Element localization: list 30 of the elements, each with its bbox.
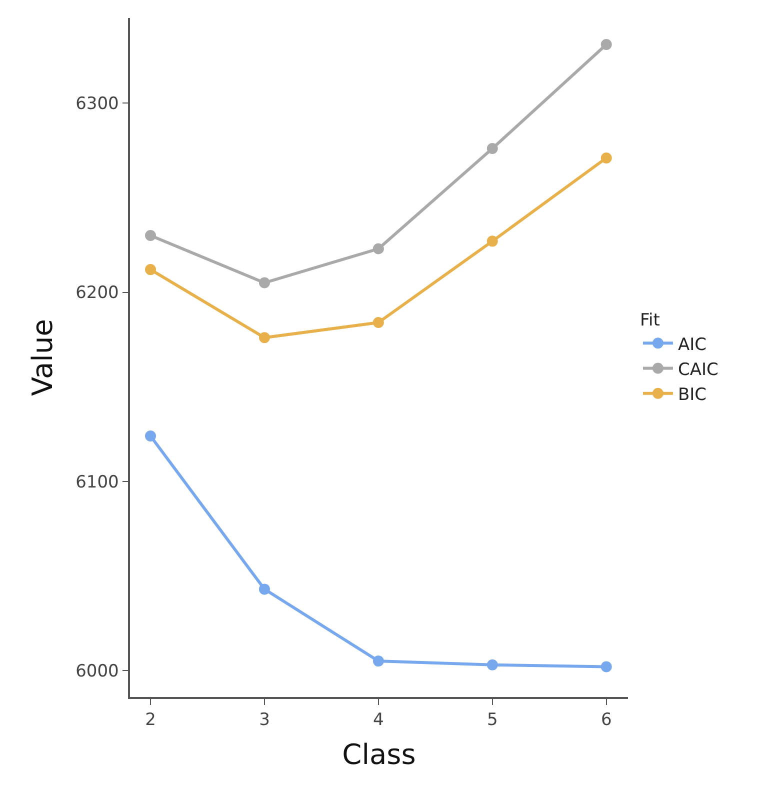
legend-title: Fit — [640, 310, 660, 331]
point — [145, 264, 156, 276]
point — [145, 430, 156, 442]
point — [258, 584, 270, 595]
point — [600, 38, 612, 50]
point — [372, 317, 384, 328]
legend-label: AIC — [678, 334, 706, 355]
point — [372, 656, 384, 667]
point — [258, 277, 270, 288]
point — [600, 661, 612, 672]
x-axis-title: Class — [342, 738, 416, 771]
point — [486, 143, 498, 154]
x-tick-label: 2 — [145, 710, 156, 730]
y-tick-label: 6100 — [76, 472, 119, 492]
y-tick-label: 6300 — [76, 94, 119, 114]
point — [145, 230, 156, 242]
point — [258, 332, 270, 344]
legend-label: BIC — [678, 384, 707, 405]
y-tick-label: 6000 — [76, 661, 119, 682]
x-tick-label: 4 — [373, 710, 384, 730]
x-tick-label: 5 — [486, 710, 498, 730]
y-axis-title: Value — [26, 319, 59, 396]
x-tick-label: 3 — [259, 710, 270, 730]
legend-label: CAIC — [678, 360, 718, 380]
point — [600, 152, 612, 164]
y-tick-label: 6200 — [76, 283, 119, 304]
x-tick-label: 6 — [600, 710, 612, 730]
point — [486, 659, 498, 670]
point — [372, 243, 384, 254]
point — [486, 236, 498, 247]
